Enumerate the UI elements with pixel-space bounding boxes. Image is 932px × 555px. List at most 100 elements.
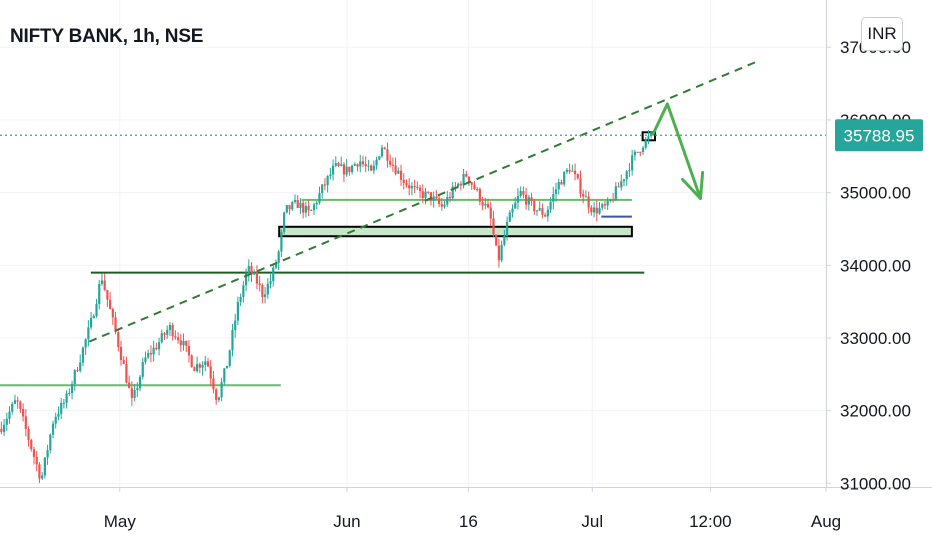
candle-down: [296, 200, 299, 209]
candle-up: [285, 205, 288, 213]
candle-up: [484, 204, 487, 206]
candle-down: [16, 400, 19, 402]
candle-down: [122, 360, 125, 364]
candle-down: [24, 416, 27, 429]
candle-down: [427, 191, 430, 193]
candle-down: [448, 197, 452, 199]
candle-up: [609, 199, 612, 201]
candle-up: [584, 196, 588, 198]
candle-down: [185, 340, 188, 346]
candle-down: [603, 204, 607, 206]
candle-up: [70, 384, 74, 393]
candle-up: [81, 347, 85, 363]
candle-up: [43, 457, 46, 476]
candle-down: [639, 151, 642, 153]
candle-down: [541, 208, 544, 215]
candle-up: [168, 324, 172, 330]
candle-down: [155, 347, 158, 350]
candle-up: [633, 151, 636, 156]
candle-up: [631, 155, 634, 171]
candle-down: [522, 191, 525, 195]
candle-down: [489, 207, 492, 219]
candle-up: [650, 132, 653, 137]
currency-badge[interactable]: INR: [861, 17, 903, 51]
candle-up: [516, 196, 520, 203]
time-tick-label: Jul: [581, 512, 603, 531]
candle-up: [244, 273, 248, 286]
candle-up: [272, 267, 275, 282]
candle-up: [68, 392, 71, 394]
price-tick-label: 32000.00: [840, 402, 911, 421]
candle-down: [106, 290, 109, 300]
candle-down: [459, 183, 462, 186]
candle-down: [473, 184, 476, 190]
candle-up: [263, 294, 267, 297]
candle-down: [429, 192, 433, 201]
candle-up: [397, 170, 400, 174]
candle-up: [8, 411, 11, 419]
candle-up: [253, 272, 256, 275]
projection-arrowhead: [698, 171, 705, 200]
candle-up: [538, 208, 541, 211]
candle-up: [571, 170, 574, 172]
candle-up: [220, 382, 223, 398]
time-tick-label: May: [104, 512, 137, 531]
candle-down: [612, 199, 615, 201]
candle-up: [552, 193, 555, 202]
candle-up: [280, 231, 283, 252]
candle-up: [54, 416, 57, 424]
candle-up: [231, 330, 234, 351]
candle-up: [628, 170, 631, 172]
candle-up: [266, 283, 269, 295]
price-tick-label: 35000.00: [840, 184, 911, 203]
candle-up: [223, 368, 226, 383]
projection-arrowhead: [681, 178, 702, 200]
candle-up: [95, 303, 98, 316]
candle-up: [201, 364, 204, 368]
candle-down: [22, 408, 25, 417]
candle-up: [92, 315, 95, 319]
candle-up: [535, 210, 539, 212]
candle-up: [318, 193, 321, 203]
candle-up: [315, 202, 318, 205]
candle-down: [206, 361, 210, 367]
candle-up: [378, 156, 381, 160]
candle-down: [590, 207, 593, 213]
candle-down: [386, 149, 389, 161]
candle-down: [179, 340, 182, 346]
candle-up: [11, 403, 14, 412]
time-tick-label: Jun: [333, 512, 360, 531]
candle-down: [261, 285, 264, 297]
candle-down: [125, 363, 128, 383]
candle-up: [87, 327, 90, 340]
candle-up: [457, 183, 460, 187]
candle-down: [467, 176, 471, 183]
candle-down: [215, 389, 218, 400]
candle-down: [587, 196, 590, 208]
candle-down: [405, 183, 408, 186]
candle-up: [326, 176, 329, 186]
candle-down: [544, 214, 547, 217]
candle-down: [476, 189, 479, 191]
candle-up: [234, 320, 237, 331]
candle-up: [620, 181, 623, 188]
candle-up: [138, 376, 142, 389]
candle-up: [329, 174, 332, 177]
candle-down: [174, 336, 177, 338]
candle-down: [187, 345, 191, 356]
candle-down: [288, 205, 291, 210]
candle-down: [111, 309, 114, 318]
candle-up: [641, 147, 645, 153]
candle-down: [190, 355, 193, 368]
candle-down: [576, 174, 579, 179]
candle-up: [62, 402, 65, 404]
candle-up: [345, 166, 348, 175]
candle-up: [60, 403, 63, 414]
candle-up: [242, 285, 245, 297]
candle-down: [323, 184, 327, 186]
candle-up: [644, 138, 647, 148]
candle-down: [356, 164, 359, 167]
